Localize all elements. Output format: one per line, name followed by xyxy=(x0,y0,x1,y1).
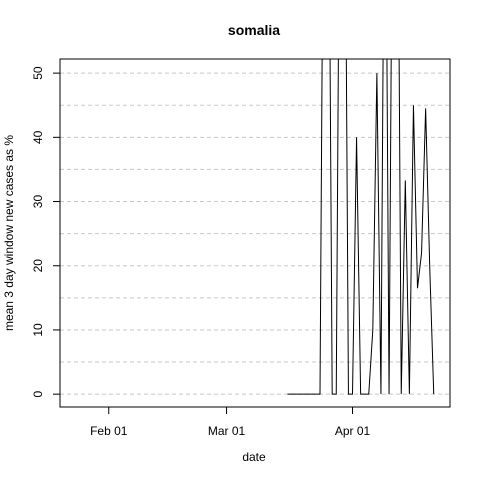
x-axis: Feb 01 Mar 01 Apr 01 xyxy=(90,407,371,438)
x-tick-label: Mar 01 xyxy=(208,424,246,438)
series-layer xyxy=(287,59,435,395)
y-tick-label: 40 xyxy=(31,130,45,144)
x-tick-label: Apr 01 xyxy=(335,424,371,438)
y-tick-label: 50 xyxy=(31,66,45,80)
y-axis-label: mean 3 day window new cases as % xyxy=(2,135,16,331)
y-tick-label: 30 xyxy=(31,195,45,209)
chart-title: somalia xyxy=(228,22,280,38)
series-line xyxy=(287,59,435,395)
x-tick-label: Feb 01 xyxy=(90,424,128,438)
plot-frame xyxy=(59,58,451,408)
y-tick-label: 0 xyxy=(31,391,45,398)
y-tick-label: 10 xyxy=(31,323,45,337)
gridlines xyxy=(60,72,450,395)
y-tick-label: 20 xyxy=(31,259,45,273)
x-axis-label: date xyxy=(242,450,266,464)
y-axis: 0 10 20 30 40 50 xyxy=(31,66,60,398)
